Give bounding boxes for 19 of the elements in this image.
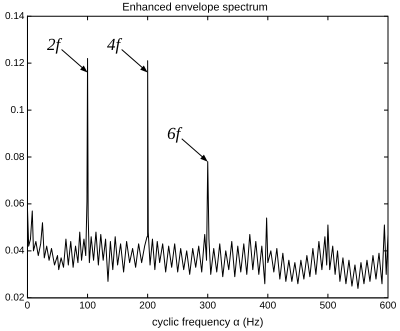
x-tick-label: 100 <box>79 300 96 312</box>
x-tick-label: 600 <box>380 300 397 312</box>
chart-title: Enhanced envelope spectrum <box>122 2 268 14</box>
x-tick-label: 300 <box>199 300 217 312</box>
x-tick-label: 500 <box>320 300 337 312</box>
y-tick-label: 0.14 <box>4 10 25 22</box>
x-tick-label: 200 <box>139 300 156 312</box>
y-tick-label: 0.12 <box>4 58 25 69</box>
y-tick-label: 0.08 <box>4 152 25 163</box>
y-tick-label: 0.06 <box>4 198 25 210</box>
annotation: 2f <box>46 34 62 54</box>
x-tick-label: 0 <box>24 300 31 312</box>
y-tick-label: 0.04 <box>4 246 25 257</box>
annotation: 4f <box>107 34 123 54</box>
x-tick-label: 400 <box>259 300 277 312</box>
y-tick-label: 0.1 <box>10 104 25 116</box>
annotation: 6f <box>167 124 183 144</box>
y-tick-label: 0.02 <box>4 292 25 304</box>
x-axis-title: cyclic frequency α (Hz) <box>152 316 264 328</box>
